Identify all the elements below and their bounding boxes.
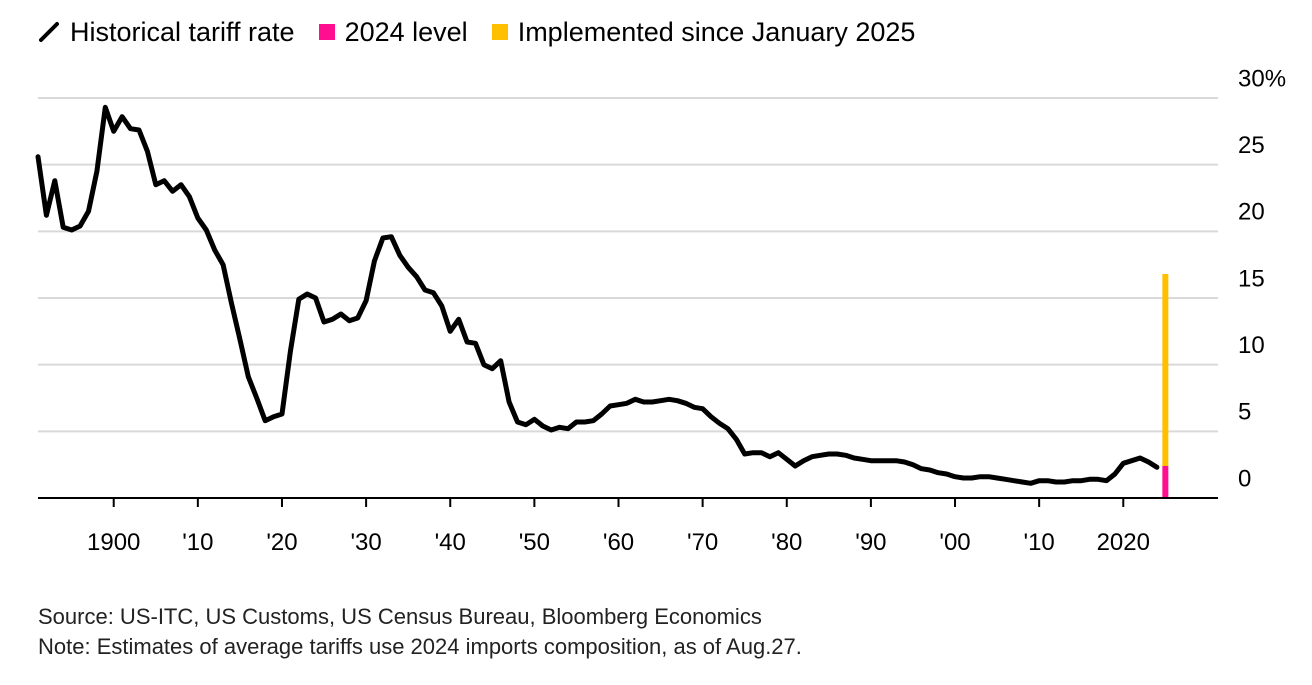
x-tick-label-1970: '70 bbox=[687, 529, 718, 556]
x-tick-label-1990: '90 bbox=[855, 529, 886, 556]
x-tick-label-1960: '60 bbox=[603, 529, 634, 556]
x-axis bbox=[38, 497, 1218, 507]
legend-label-historical: Historical tariff rate bbox=[70, 16, 295, 47]
bar-2024-level bbox=[1162, 466, 1169, 498]
x-tick-label-1920: '20 bbox=[266, 529, 297, 556]
y-tick-label-0: 0 bbox=[1238, 465, 1251, 492]
x-tick-label-1950: '50 bbox=[519, 529, 550, 556]
source-text: Source: US-ITC, US Customs, US Census Bu… bbox=[38, 604, 762, 629]
bars-2025 bbox=[1162, 274, 1169, 498]
yellow-square-icon bbox=[491, 24, 508, 40]
x-tick-label-1940: '40 bbox=[435, 529, 466, 556]
line-series bbox=[35, 104, 1160, 486]
x-tick-label-1980: '80 bbox=[771, 529, 802, 556]
y-tick-label-5: 5 bbox=[1238, 399, 1251, 426]
y-tick-label-30: 30% bbox=[1238, 65, 1286, 92]
x-tick-label-1900: 1900 bbox=[87, 529, 140, 556]
x-tick-label-1910: '10 bbox=[182, 529, 213, 556]
chart-legend: Historical tariff rate 2024 level Implem… bbox=[38, 14, 939, 50]
chart-footer: Source: US-ITC, US Customs, US Census Bu… bbox=[38, 602, 802, 662]
x-tick-label-2020: 2020 bbox=[1097, 529, 1150, 556]
y-tick-label-15: 15 bbox=[1238, 265, 1265, 292]
note-text: Note: Estimates of average tariffs use 2… bbox=[38, 634, 802, 659]
bar-implemented-2025 bbox=[1162, 274, 1169, 466]
pink-square-icon bbox=[318, 24, 335, 40]
legend-item-2024: 2024 level bbox=[318, 16, 468, 48]
historical-tariff-line bbox=[35, 104, 1160, 486]
grid-lines bbox=[38, 97, 1218, 433]
x-tick-label-1930: '30 bbox=[350, 529, 381, 556]
x-tick-label-2010: '10 bbox=[1024, 529, 1055, 556]
y-tick-label-10: 10 bbox=[1238, 332, 1265, 359]
y-tick-label-25: 25 bbox=[1238, 132, 1265, 159]
y-tick-label-20: 20 bbox=[1238, 199, 1265, 226]
x-axis-labels: 1900 '10 '20 '30 '40 '50 '60 '70 '80 '90 '00 '10 202… bbox=[87, 529, 1150, 556]
legend-item-2025: Implemented since January 2025 bbox=[491, 16, 916, 48]
legend-label-2025: Implemented since January 2025 bbox=[517, 16, 916, 47]
legend-item-historical: Historical tariff rate bbox=[38, 17, 295, 48]
diagonal-line-icon bbox=[39, 22, 59, 42]
y-axis-labels: 0 5 10 15 20 25 30% bbox=[1238, 65, 1286, 492]
x-tick-label-2000: '00 bbox=[939, 529, 970, 556]
legend-label-2024: 2024 level bbox=[344, 16, 468, 47]
